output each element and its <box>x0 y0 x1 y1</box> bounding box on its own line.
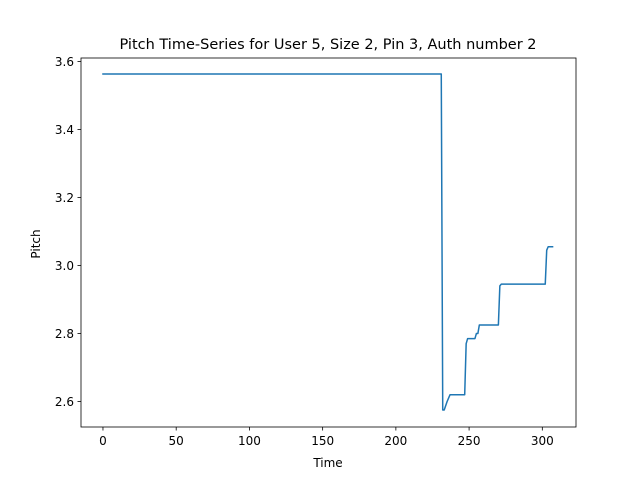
x-tick-label: 200 <box>384 434 407 448</box>
series-line-0 <box>102 73 554 411</box>
axes-frame <box>80 57 577 428</box>
x-tick-label: 100 <box>238 434 261 448</box>
y-tick-label: 2.6 <box>55 395 74 409</box>
axes: 0 50 100 150 200 250 300 2.6 2.8 3.0 3.2 3.4 3.6 <box>55 55 577 448</box>
y-tick-label: 3.4 <box>55 123 74 137</box>
y-tick-label: 3.0 <box>55 259 74 273</box>
y-tick-label: 3.2 <box>55 191 74 205</box>
chart-title: Pitch Time-Series for User 5, Size 2, Pi… <box>119 37 536 53</box>
x-tick-label: 50 <box>169 434 184 448</box>
plot-area <box>102 73 554 411</box>
y-axis-label: Pitch <box>29 229 43 258</box>
x-tick-label: 150 <box>311 434 334 448</box>
y-tick-label: 2.8 <box>55 327 74 341</box>
x-tick-label: 250 <box>458 434 481 448</box>
x-tick-label: 0 <box>99 434 107 448</box>
x-axis-label: Time <box>312 456 342 470</box>
y-tick-label: 3.6 <box>55 55 74 69</box>
x-tick-label: 300 <box>531 434 554 448</box>
